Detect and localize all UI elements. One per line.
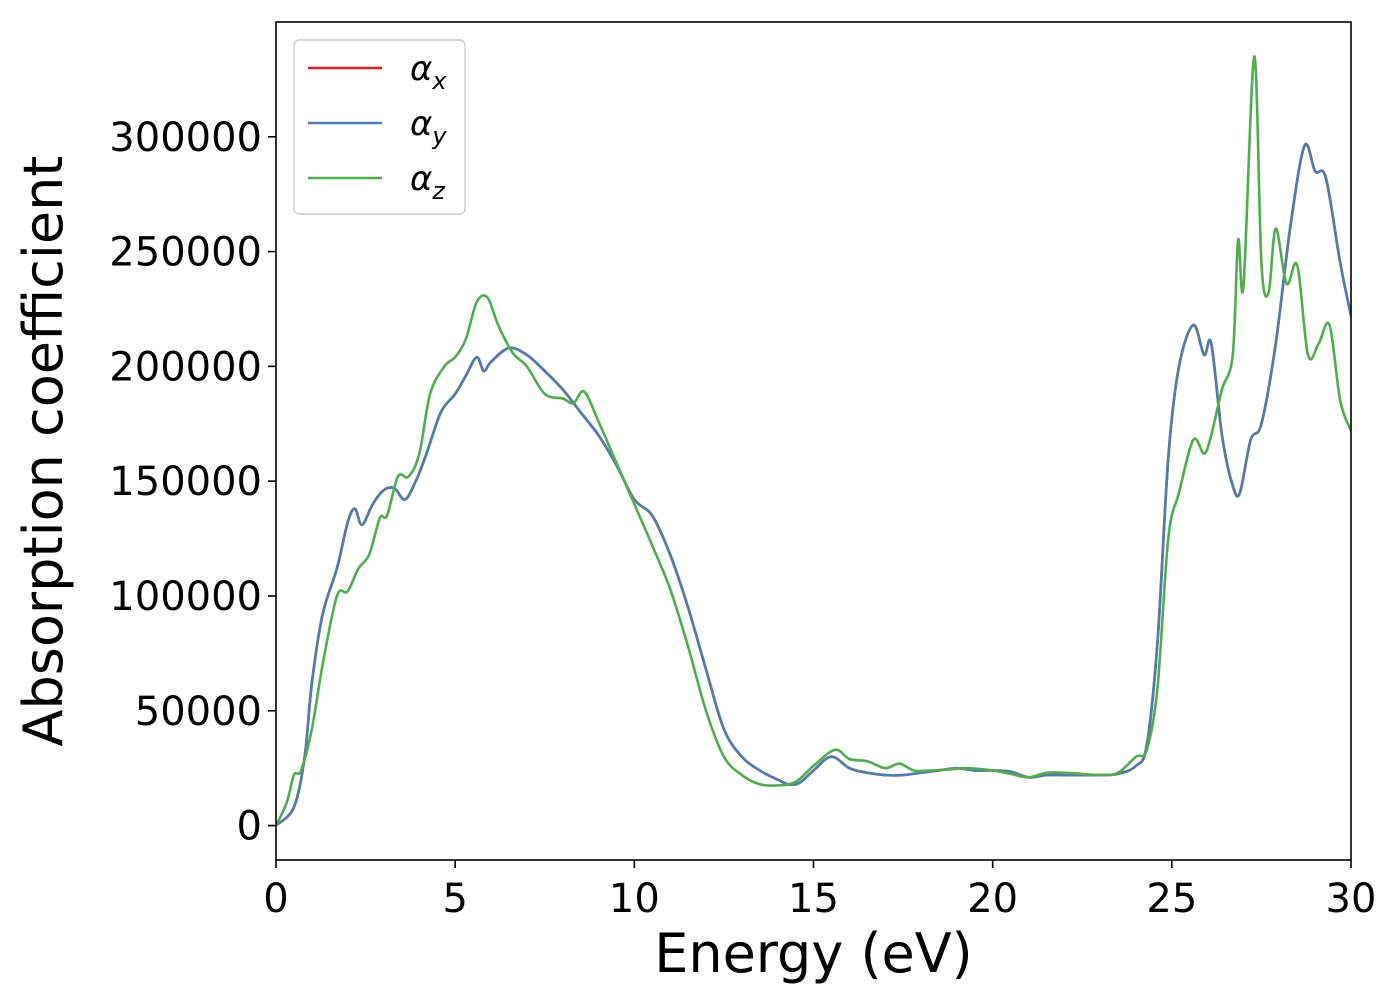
series-layer (276, 55, 1351, 827)
x-axis-title: Energy (eV) (654, 922, 973, 985)
legend-label: αz (410, 159, 446, 205)
x-tick-label: 20 (967, 876, 1018, 922)
series-line-z (276, 55, 1351, 827)
x-tick-label: 5 (442, 876, 467, 922)
x-tick-label: 10 (609, 876, 660, 922)
y-tick-label: 0 (237, 804, 262, 850)
legend-box (293, 39, 466, 215)
y-tick-label: 50000 (135, 689, 262, 735)
x-tick-label: 0 (263, 876, 288, 922)
y-tick-label: 150000 (109, 459, 262, 505)
legend-item-x: αx (308, 49, 447, 95)
y-tick-label: 100000 (109, 574, 262, 620)
x-axis: 0 5 10 15 20 25 30 (263, 860, 1376, 922)
y-tick-label: 200000 (109, 344, 262, 390)
legend-item-z: αz (308, 159, 446, 205)
legend-label: αx (410, 49, 447, 95)
x-tick-label: 25 (1146, 876, 1197, 922)
legend: αx αy αz (293, 39, 466, 215)
y-axis-title: Absorption coefficient (12, 156, 75, 747)
y-axis: 0 50000 100000 150000 200000 250000 300000 (109, 115, 276, 850)
legend-item-y: αy (308, 104, 447, 150)
series-line-y (276, 142, 1351, 827)
x-tick-label: 30 (1326, 876, 1377, 922)
x-tick-label: 15 (788, 876, 839, 922)
legend-label: αy (410, 104, 447, 150)
y-tick-label: 250000 (109, 230, 262, 276)
y-tick-label: 300000 (109, 115, 262, 161)
